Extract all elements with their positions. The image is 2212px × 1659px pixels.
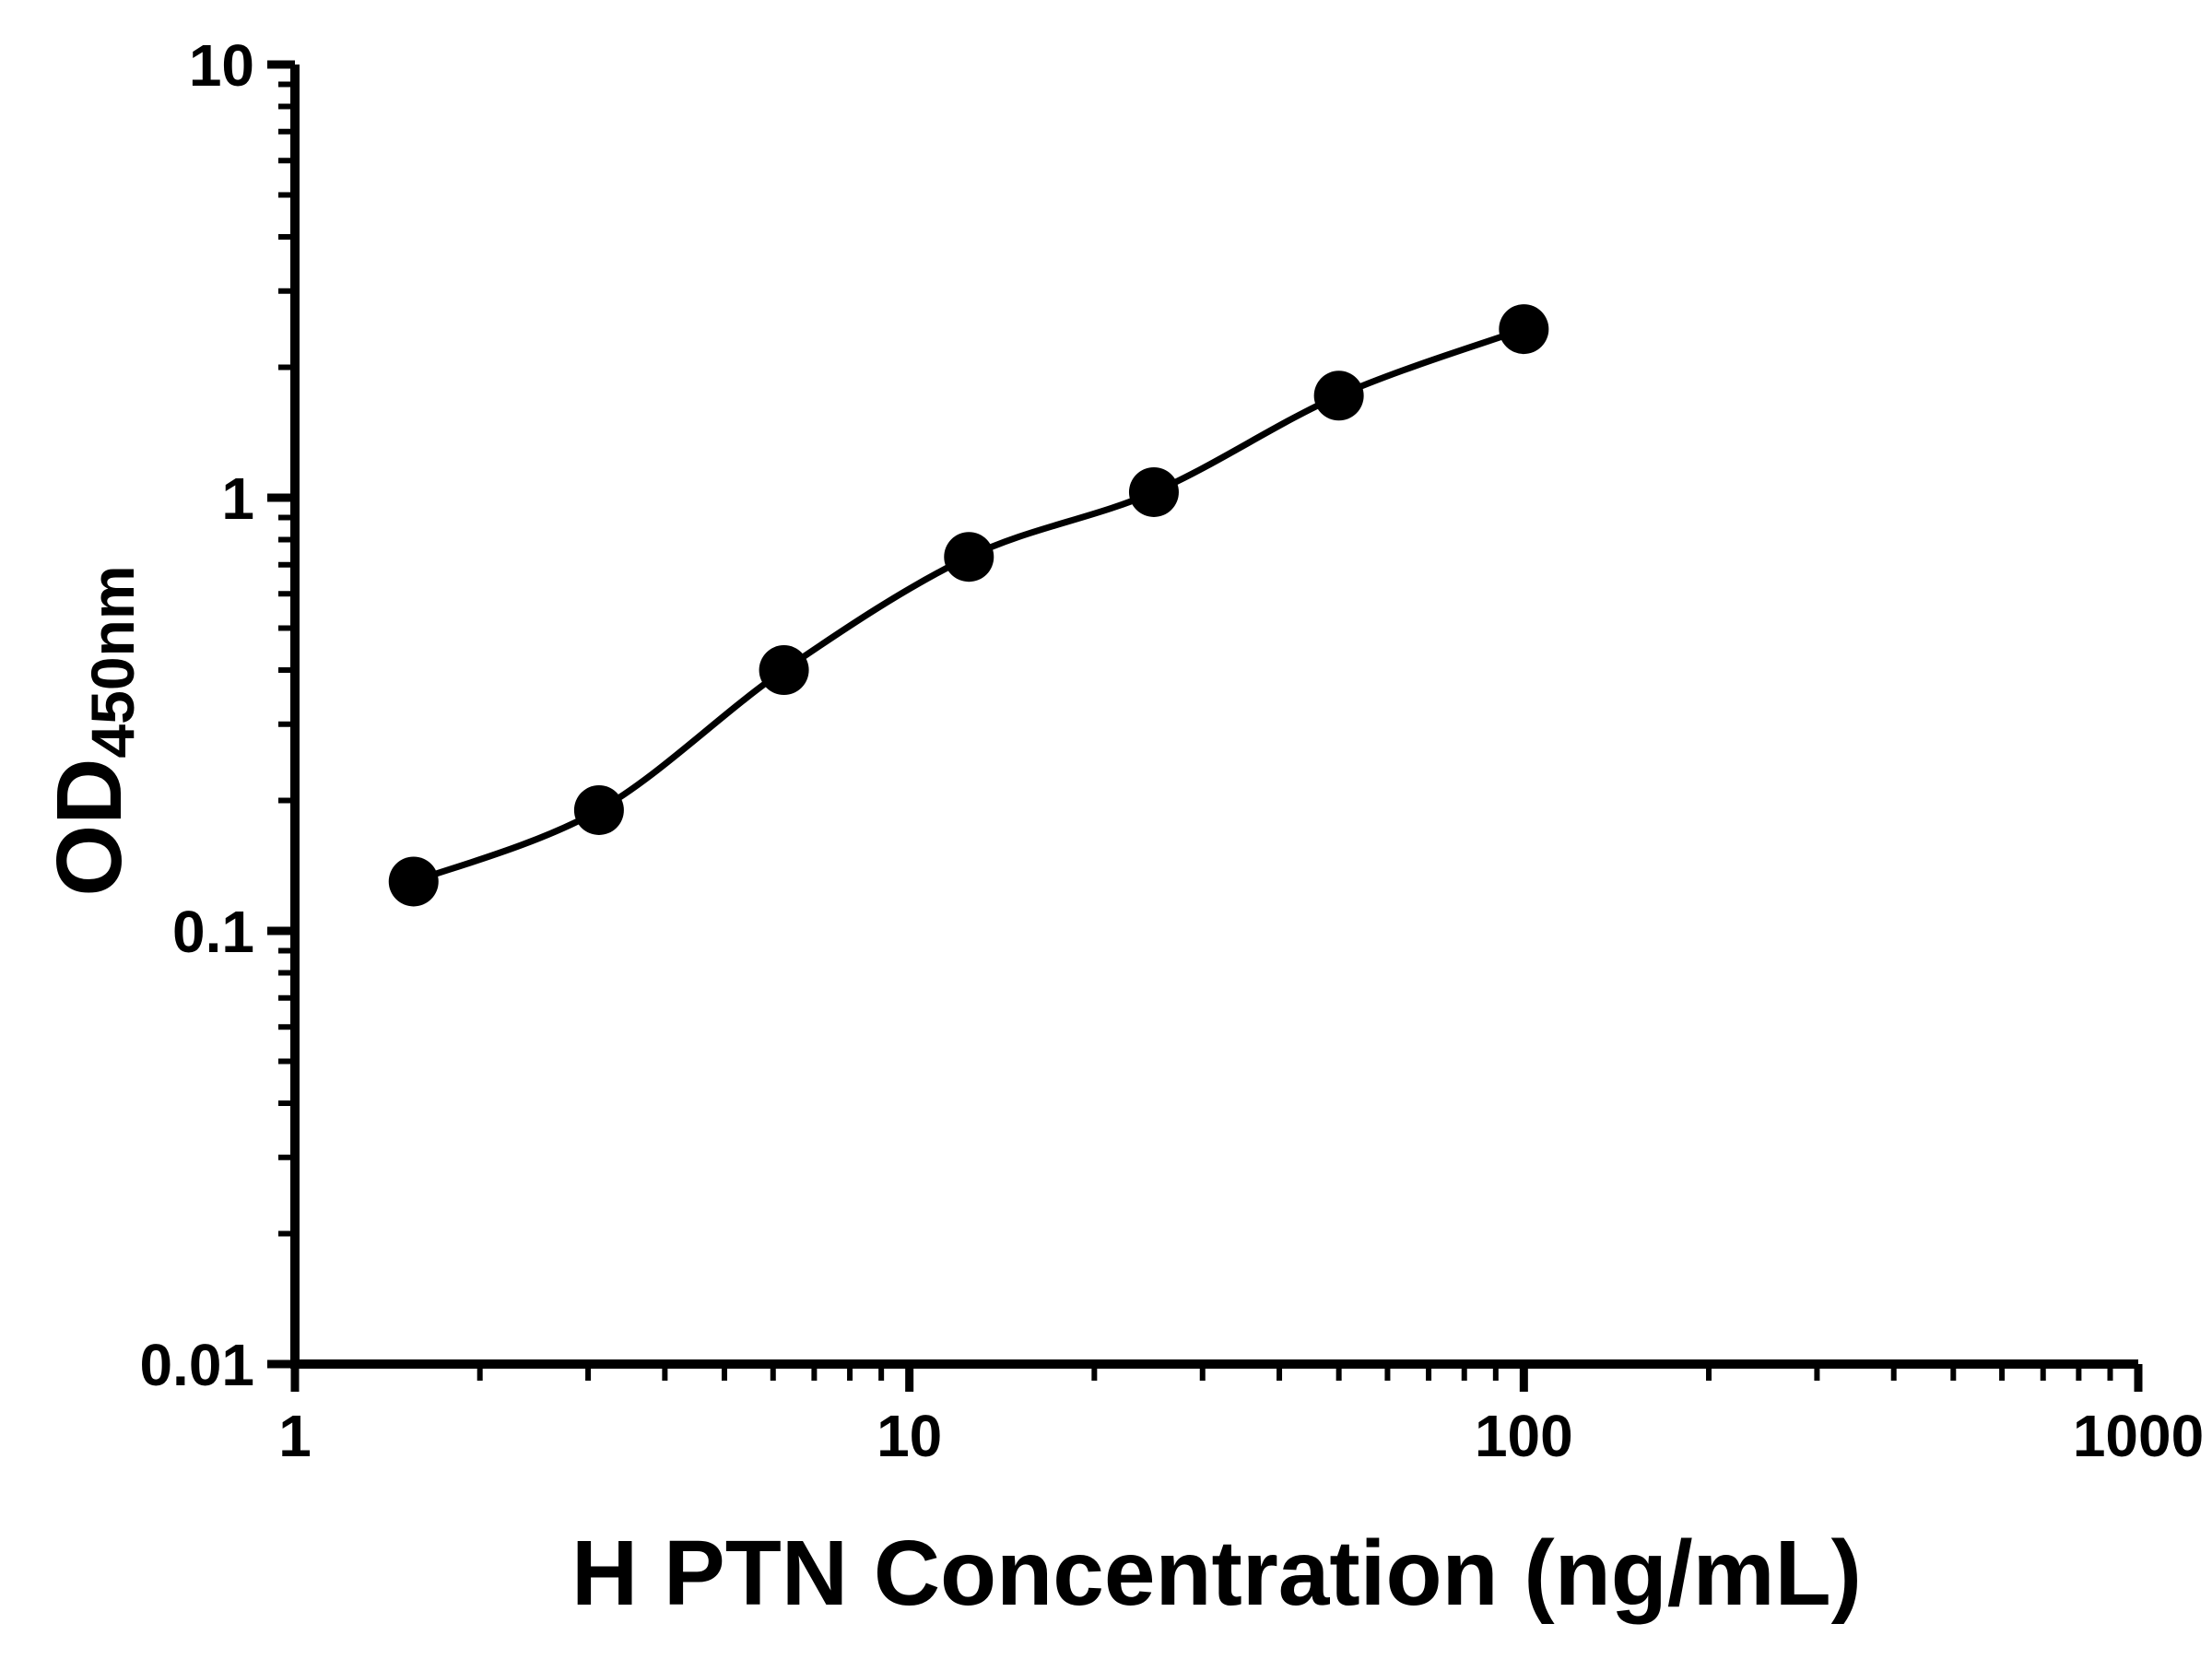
data-point bbox=[1128, 466, 1179, 517]
x-tick-label: 1000 bbox=[2073, 1403, 2204, 1469]
data-point bbox=[1499, 304, 1549, 355]
data-point bbox=[1313, 371, 1364, 421]
x-tick-label: 1 bbox=[278, 1403, 312, 1469]
data-point bbox=[759, 645, 809, 696]
y-tick-label: 10 bbox=[189, 32, 254, 99]
x-tick-label: 10 bbox=[877, 1403, 942, 1469]
y-axis-title-main: OD bbox=[38, 758, 141, 897]
y-axis-title-subscript: 450nm bbox=[78, 565, 147, 759]
y-axis-title: OD450nm bbox=[37, 353, 147, 1109]
y-tick-label: 1 bbox=[221, 465, 254, 532]
data-point bbox=[388, 856, 439, 907]
x-axis-title: H PTN Concentration (ng/mL) bbox=[571, 1522, 1862, 1625]
y-tick-label: 0.1 bbox=[172, 899, 254, 965]
y-tick-label: 0.01 bbox=[139, 1332, 254, 1398]
data-point bbox=[573, 784, 624, 835]
x-tick-label: 100 bbox=[1475, 1403, 1573, 1469]
data-point bbox=[944, 532, 994, 582]
